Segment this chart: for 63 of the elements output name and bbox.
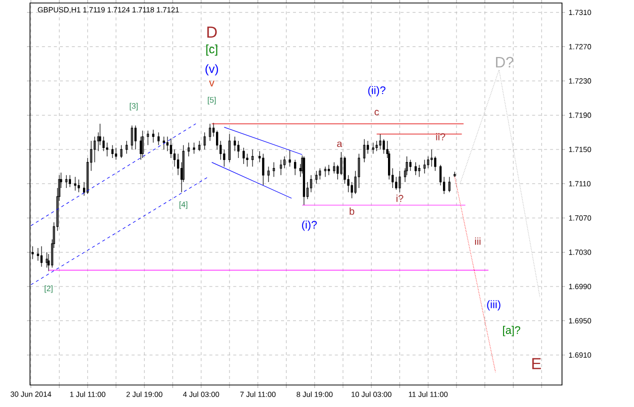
candlestick xyxy=(423,159,426,174)
annotation: ii? xyxy=(436,133,446,140)
annotation: (i)? xyxy=(302,220,317,231)
candlestick xyxy=(157,132,160,146)
candlestick xyxy=(192,142,196,154)
candlestick xyxy=(328,164,330,176)
candlestick xyxy=(198,140,200,152)
candlestick xyxy=(251,149,254,167)
candlestick xyxy=(409,159,412,172)
candlestick xyxy=(454,171,456,178)
candlestick xyxy=(288,150,291,167)
candlestick xyxy=(111,144,114,158)
candlestick xyxy=(418,164,420,178)
annotation: c xyxy=(374,110,379,116)
candlestick xyxy=(379,134,382,150)
candlestick xyxy=(318,168,322,180)
annotation: [a]? xyxy=(503,326,520,336)
candlestick xyxy=(204,132,206,150)
candlestick xyxy=(162,136,165,150)
candlestick xyxy=(363,138,366,163)
annotation: v xyxy=(209,80,214,86)
annotation: [c] xyxy=(206,44,218,56)
candlestick xyxy=(134,125,137,150)
candlestick xyxy=(78,179,80,193)
candlestick xyxy=(228,134,231,163)
annotation: b xyxy=(350,207,354,215)
candlestick xyxy=(324,166,326,178)
annotation: i? xyxy=(396,194,404,202)
annotation: D? xyxy=(496,56,514,68)
annotation: (v) xyxy=(206,64,218,76)
candlestick xyxy=(372,142,374,154)
annotation: a xyxy=(337,142,342,148)
candlestick xyxy=(68,174,71,188)
candlestick xyxy=(315,170,318,184)
candlestick xyxy=(152,129,154,143)
candlestick xyxy=(208,123,212,142)
candlestick xyxy=(294,159,296,176)
candlestick xyxy=(40,246,43,268)
candlestick xyxy=(267,166,270,182)
candlestick xyxy=(130,125,134,150)
annotation: (ii)? xyxy=(368,86,386,96)
candlestick xyxy=(74,176,76,191)
candlestick xyxy=(242,147,245,164)
candlestick xyxy=(114,147,118,160)
annotation: E xyxy=(532,358,541,370)
candlestick xyxy=(414,162,417,176)
candlestick xyxy=(430,149,433,167)
candlestick xyxy=(46,252,48,268)
candlestick xyxy=(65,174,68,188)
candlestick xyxy=(237,140,240,158)
candlestick xyxy=(280,159,282,176)
candlestick xyxy=(448,176,450,193)
candlestick xyxy=(272,162,275,178)
candlestick xyxy=(126,140,128,154)
candlestick xyxy=(120,144,122,158)
candlestick xyxy=(262,153,264,186)
annotation: D xyxy=(207,26,217,38)
candlestick xyxy=(382,138,385,154)
candlestick xyxy=(146,130,150,146)
candlestick xyxy=(398,170,401,193)
candlestick xyxy=(188,142,190,157)
annotation: (iii) xyxy=(487,300,500,310)
annotation: iii xyxy=(475,237,480,245)
